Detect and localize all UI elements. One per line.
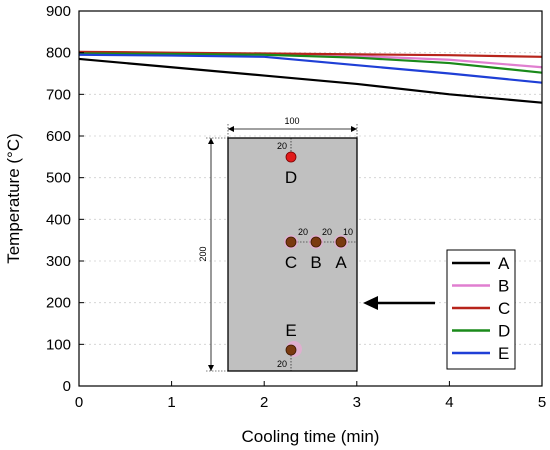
series-lines	[78, 50, 543, 104]
width-arrow-left	[228, 126, 234, 132]
x-tick-label: 1	[167, 394, 175, 411]
point-c-spacing: 20	[298, 227, 308, 237]
legend-label-a: A	[498, 254, 510, 273]
point-b-marker	[310, 236, 322, 248]
height-arrow-bottom	[208, 365, 214, 371]
y-tick-label: 200	[46, 295, 71, 312]
series-line-e	[78, 53, 543, 84]
x-tick-label: 2	[260, 394, 268, 411]
y-tick-label: 900	[46, 3, 71, 20]
point-d-label: D	[285, 168, 297, 187]
point-c-marker	[285, 236, 297, 248]
width-label: 100	[284, 116, 299, 126]
point-e-marker	[285, 344, 297, 356]
axes	[78, 10, 543, 387]
axis-ticks: 0 1 2 3 4 5 0 100 200 300 400 500 600 700 800 900	[46, 3, 546, 411]
point-d-marker	[285, 151, 297, 163]
point-e-spacing: 20	[277, 359, 287, 369]
point-e-label: E	[285, 321, 296, 340]
point-a-spacing: 10	[343, 227, 353, 237]
point-b-label: B	[310, 253, 321, 272]
y-tick-label: 100	[46, 336, 71, 353]
specimen-diagram: 100 200 20 D 20 20 10 C B A E 20	[198, 116, 358, 372]
x-tick-label: 5	[538, 394, 546, 411]
x-tick-label: 0	[75, 394, 83, 411]
legend-label-b: B	[498, 277, 509, 296]
legend-label-d: D	[498, 322, 510, 341]
point-a-label: A	[335, 253, 347, 272]
y-tick-label: 700	[46, 86, 71, 103]
x-tick-label: 3	[353, 394, 361, 411]
y-tick-label: 500	[46, 170, 71, 187]
height-arrow-top	[208, 138, 214, 144]
point-a-marker	[335, 236, 347, 248]
point-d-spacing: 20	[277, 141, 287, 151]
series-line-c	[78, 50, 543, 58]
y-tick-label: 400	[46, 211, 71, 228]
point-b-spacing: 20	[322, 227, 332, 237]
height-label: 200	[198, 246, 208, 261]
y-tick-label: 0	[63, 378, 71, 395]
series-line-a	[78, 57, 543, 104]
series-line-d	[78, 52, 543, 74]
y-tick-label: 800	[46, 45, 71, 62]
x-tick-label: 4	[445, 394, 453, 411]
y-tick-label: 600	[46, 128, 71, 145]
specimen-block	[227, 137, 358, 372]
pointer-arrow	[363, 296, 435, 310]
legend-label-c: C	[498, 299, 510, 318]
x-axis-title: Cooling time (min)	[242, 427, 380, 446]
point-c-label: C	[285, 253, 297, 272]
legend-box	[446, 249, 516, 370]
y-axis-title: Temperature (°C)	[4, 133, 23, 264]
plot-frame	[78, 10, 543, 387]
legend-label-e: E	[498, 344, 509, 363]
y-tick-label: 300	[46, 253, 71, 270]
width-arrow-right	[351, 126, 357, 132]
